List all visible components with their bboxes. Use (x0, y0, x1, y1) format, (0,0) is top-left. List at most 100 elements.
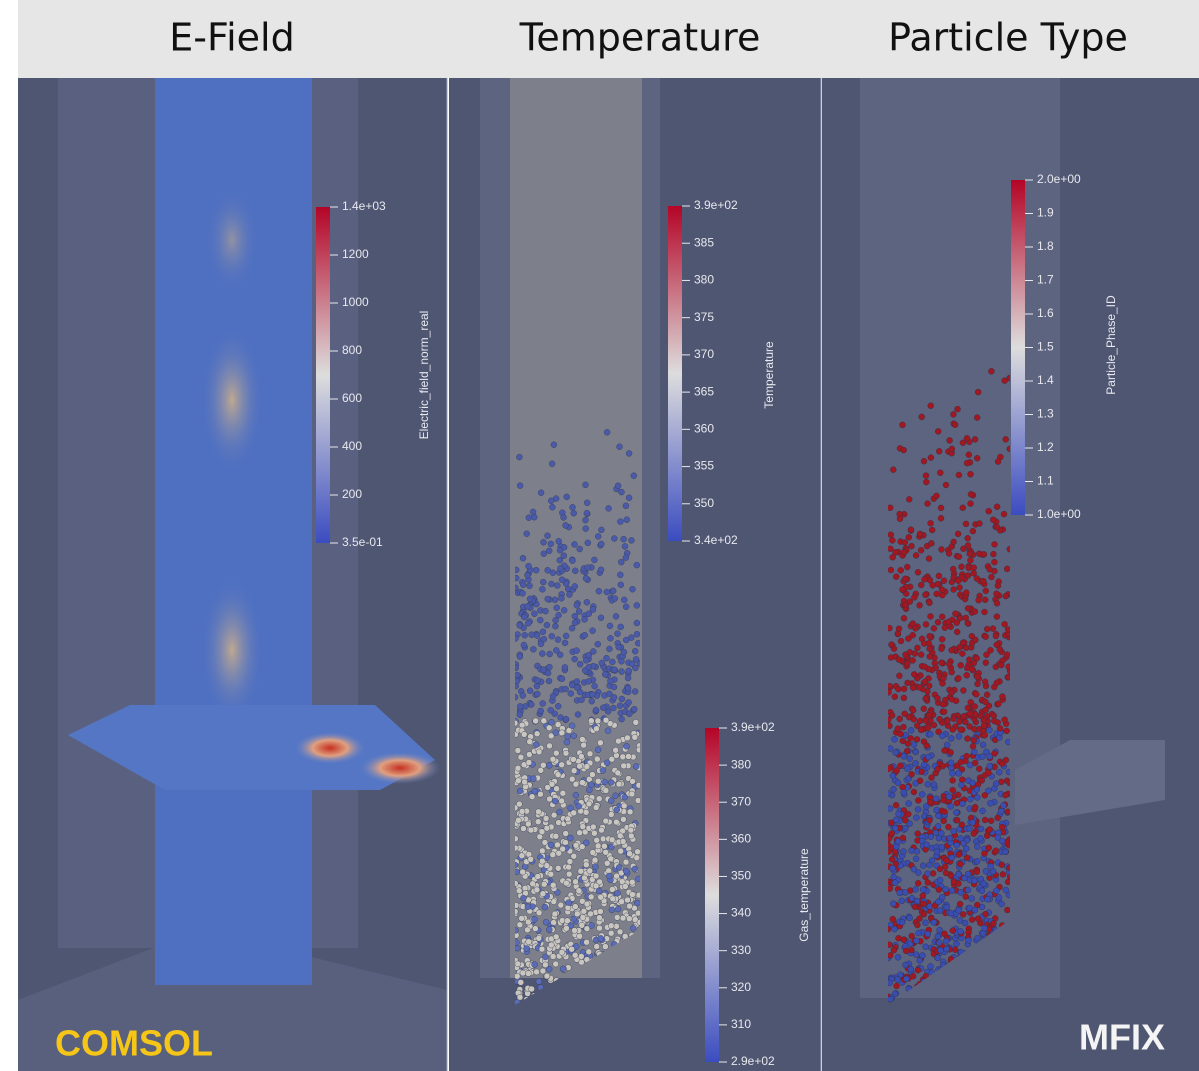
particle (887, 806, 893, 812)
particle (923, 621, 929, 627)
particle (553, 934, 559, 940)
particle (965, 871, 971, 877)
particle (546, 725, 552, 731)
particle (532, 788, 538, 794)
particle (983, 868, 989, 874)
particle (625, 675, 631, 681)
particle (982, 792, 988, 798)
colorbar (705, 728, 719, 1062)
particle (954, 817, 960, 823)
particle (995, 583, 1001, 589)
particle (608, 812, 614, 818)
particle (938, 515, 944, 521)
particle (566, 864, 572, 870)
particle (894, 768, 900, 774)
colorbar-tick-label: 360 (694, 422, 714, 436)
particle (613, 613, 619, 619)
particle (530, 509, 536, 515)
particle (591, 557, 597, 563)
particle (1003, 593, 1009, 599)
particle (634, 900, 640, 906)
particle (917, 602, 923, 608)
particle (539, 946, 545, 952)
particle (620, 816, 626, 822)
particle (892, 694, 898, 700)
particle (615, 906, 621, 912)
particle (950, 787, 956, 793)
particle (541, 718, 547, 724)
particle (972, 436, 978, 442)
particle (909, 848, 915, 854)
particle (927, 646, 933, 652)
particle (616, 644, 622, 650)
particle (540, 579, 546, 585)
particle (958, 782, 964, 788)
particle (971, 878, 977, 884)
particle (906, 496, 912, 502)
particle (525, 821, 531, 827)
particle (919, 791, 925, 797)
particle (976, 597, 982, 603)
particle (917, 778, 923, 784)
particle (995, 459, 1001, 465)
particle (577, 689, 583, 695)
particle (588, 894, 594, 900)
particle (549, 719, 555, 725)
particle (971, 749, 977, 755)
particle (517, 654, 523, 660)
particle (548, 581, 554, 587)
particle (581, 742, 587, 748)
particle (963, 590, 969, 596)
particle (911, 742, 917, 748)
particle (893, 750, 899, 756)
particle (514, 973, 520, 979)
particle (520, 895, 526, 901)
particle (1000, 803, 1006, 809)
particle (922, 592, 928, 598)
particle (893, 549, 899, 555)
particle (965, 736, 971, 742)
particle (914, 723, 920, 729)
particle (940, 701, 946, 707)
particle (593, 873, 599, 879)
particle (938, 660, 944, 666)
particle (515, 778, 521, 784)
particle (567, 835, 573, 841)
particle (548, 498, 554, 504)
particle (902, 890, 908, 896)
particle (955, 406, 961, 412)
particle (948, 760, 954, 766)
particle (604, 655, 610, 661)
particle (517, 623, 523, 629)
particle (622, 883, 628, 889)
particle (949, 446, 955, 452)
particle (613, 793, 619, 799)
particle (521, 731, 527, 737)
particle (560, 966, 566, 972)
particle (972, 637, 978, 643)
particle (560, 846, 566, 852)
particle (562, 664, 568, 670)
particle (896, 657, 902, 663)
particle (927, 817, 933, 823)
particle (923, 479, 929, 485)
particle (551, 442, 557, 448)
particle (918, 582, 924, 588)
particle (897, 516, 903, 522)
colorbar-tick-label: 370 (694, 347, 714, 361)
particle (887, 505, 893, 511)
particle (598, 894, 604, 900)
particle (625, 897, 631, 903)
particle (960, 505, 966, 511)
particle (981, 551, 987, 557)
particle (974, 674, 980, 680)
particle (902, 817, 908, 823)
particle (542, 904, 548, 910)
particle (962, 920, 968, 926)
particle (517, 922, 523, 928)
particle (901, 549, 907, 555)
particle (627, 903, 633, 909)
particle (554, 583, 560, 589)
particle (930, 582, 936, 588)
particle (553, 961, 559, 967)
